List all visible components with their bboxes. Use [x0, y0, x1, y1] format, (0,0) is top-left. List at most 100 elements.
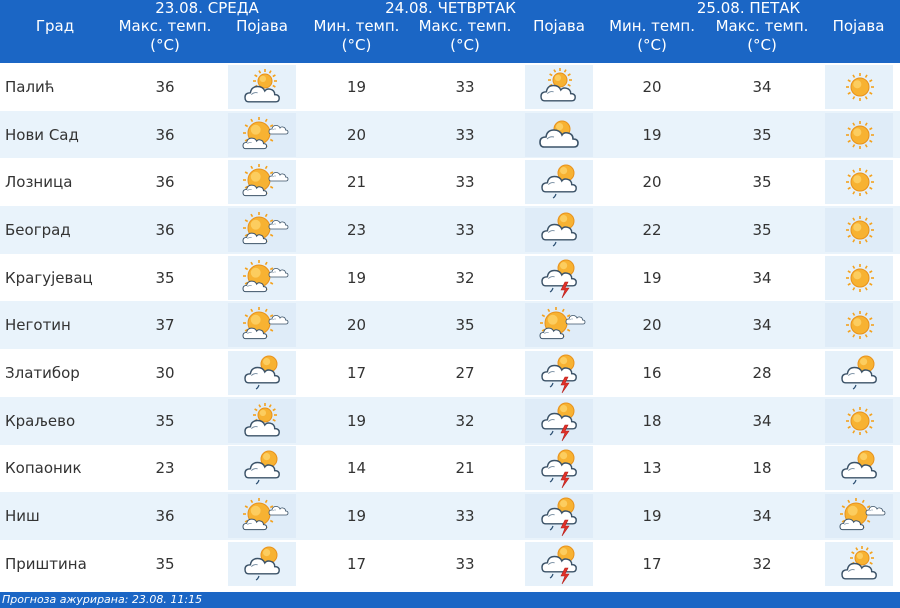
sunny-cloud-icon — [839, 498, 885, 531]
d1-weather — [220, 110, 304, 159]
thunderstorm-icon — [541, 402, 577, 441]
sunny-cloud-icon — [242, 116, 289, 149]
sun-icon — [845, 311, 874, 340]
weather-icon-box — [228, 255, 296, 300]
d2-weather — [521, 110, 598, 159]
d3-weather — [817, 253, 900, 302]
d2-max-temp: 33 — [409, 110, 521, 159]
d3-max-temp: 35 — [707, 206, 818, 254]
weather-icon-box — [525, 541, 594, 586]
day-header-2: 24.08. ЧЕТВРТАК — [304, 0, 598, 17]
weather-icon-box — [228, 112, 296, 157]
col-d3-max-unit: (°C) — [747, 36, 777, 54]
d2-weather — [521, 396, 598, 445]
col-d3-max-label: Макс. темп. — [715, 17, 809, 35]
city-name: Крагујевац — [0, 253, 110, 302]
d1-max-temp: 36 — [110, 158, 220, 207]
d1-max-temp: 36 — [110, 206, 220, 254]
d3-weather — [817, 349, 900, 397]
col-d2-min: Мин. темп. (°C) — [304, 17, 409, 63]
city-name: Лозница — [0, 158, 110, 207]
col-d3-min-label: Мин. темп. — [609, 17, 695, 35]
weather-icon-box — [228, 446, 296, 491]
weather-icon-box — [228, 64, 296, 109]
weather-icon-box — [824, 541, 893, 586]
d3-weather — [817, 63, 900, 111]
d3-max-temp: 32 — [707, 539, 818, 588]
col-d3-icon: Појава — [817, 17, 900, 63]
sunny-cloud-icon — [242, 307, 289, 340]
table-row: Копаоник 23 14 21 13 18 — [0, 444, 900, 493]
col-d2-icon-label: Појава — [533, 17, 585, 35]
d3-weather — [817, 492, 900, 540]
d2-max-temp: 33 — [409, 539, 521, 588]
weather-icon-box — [824, 255, 893, 300]
d2-max-temp: 32 — [409, 396, 521, 445]
d2-min-temp: 17 — [304, 349, 409, 397]
d3-weather — [817, 444, 900, 493]
weather-icon-box — [824, 303, 893, 348]
forecast-table: 23.08. СРЕДА 24.08. ЧЕТВРТАК 25.08. ПЕТА… — [0, 0, 900, 588]
thunderstorm-icon — [541, 259, 577, 298]
sunny-cloud-icon — [242, 164, 289, 197]
cloud-sun-shower-icon — [244, 546, 280, 581]
sun-icon — [845, 215, 874, 244]
weather-icon-box — [228, 398, 296, 443]
col-d3-min-unit: (°C) — [637, 36, 667, 54]
d3-max-temp: 18 — [707, 444, 818, 493]
weather-icon-box — [525, 255, 594, 300]
weather-icon-box — [228, 494, 296, 539]
weather-icon-box — [824, 64, 893, 109]
d1-weather — [220, 396, 304, 445]
table-row: Приштина 35 17 33 17 32 — [0, 539, 900, 588]
d2-min-temp: 14 — [304, 444, 409, 493]
d3-max-temp: 34 — [707, 253, 818, 302]
cloud-sun-shower-icon — [541, 164, 577, 199]
d1-weather — [220, 539, 304, 588]
city-name: Београд — [0, 206, 110, 254]
d1-weather — [220, 349, 304, 397]
weather-icon-box — [824, 160, 893, 205]
col-d1-icon-label: Појава — [236, 17, 288, 35]
weather-icon-box — [228, 160, 296, 205]
d3-weather — [817, 158, 900, 207]
col-d1-max-label: Макс. темп. — [118, 17, 212, 35]
col-d2-min-unit: (°C) — [341, 36, 372, 54]
col-d1-max-unit: (°C) — [150, 36, 180, 54]
weather-icon-box — [228, 350, 296, 395]
weather-icon-box — [824, 398, 893, 443]
weather-icon-box — [228, 207, 296, 252]
city-name: Златибор — [0, 349, 110, 397]
col-d3-icon-label: Појава — [832, 17, 885, 35]
cloud-peek-sun-icon — [539, 120, 579, 148]
col-d1-max: Макс. темп. (°C) — [110, 17, 220, 63]
weather-icon-box — [824, 494, 893, 539]
cloud-sun-shower-icon — [840, 355, 877, 390]
weather-icon-box — [525, 207, 594, 252]
d3-max-temp: 34 — [707, 396, 818, 445]
weather-icon-box — [228, 541, 296, 586]
d2-min-temp: 23 — [304, 206, 409, 254]
d1-max-temp: 35 — [110, 253, 220, 302]
table-row: Златибор 30 17 27 16 28 — [0, 349, 900, 397]
weather-icon-box — [525, 303, 594, 348]
d3-max-temp: 34 — [707, 301, 818, 350]
thunderstorm-icon — [541, 354, 577, 394]
d2-min-temp: 19 — [304, 492, 409, 540]
d2-max-temp: 35 — [409, 301, 521, 350]
sun-cloud-icon — [244, 402, 280, 437]
d2-weather — [521, 444, 598, 493]
sunny-cloud-icon — [242, 259, 289, 292]
weather-icon-box — [228, 303, 296, 348]
d2-weather — [521, 63, 598, 111]
d2-max-temp: 33 — [409, 158, 521, 207]
cloud-sun-shower-icon — [244, 450, 280, 485]
table-row: Краљево 35 19 32 18 34 — [0, 396, 900, 445]
d2-min-temp: 19 — [304, 253, 409, 302]
d3-min-temp: 20 — [597, 301, 708, 350]
d1-max-temp: 30 — [110, 349, 220, 397]
city-name: Палић — [0, 63, 110, 111]
d1-weather — [220, 492, 304, 540]
d1-weather — [220, 206, 304, 254]
